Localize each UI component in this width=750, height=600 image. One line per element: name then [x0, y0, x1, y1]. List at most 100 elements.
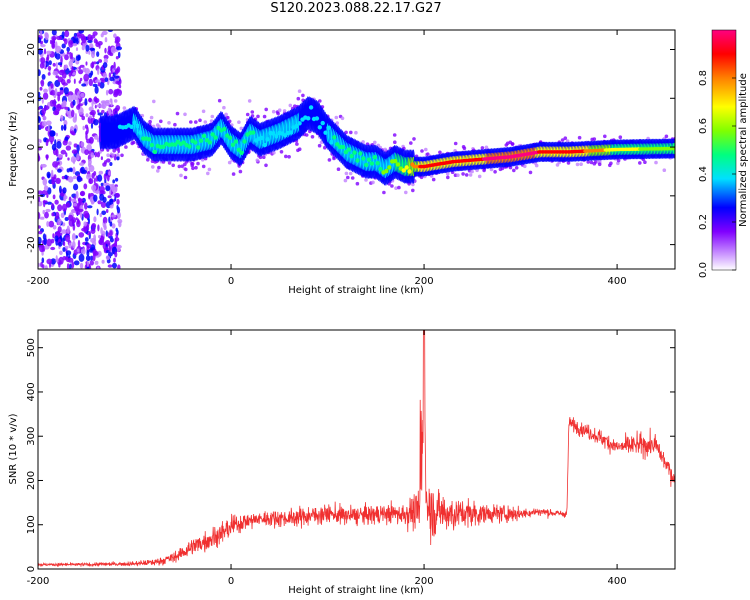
heatmap-cell	[493, 170, 497, 174]
heatmap-cell	[113, 99, 118, 103]
heatmap-cell	[72, 99, 76, 106]
y-tick-label: -20	[26, 236, 37, 252]
heatmap-peak-cell	[369, 161, 375, 166]
heatmap-cell	[262, 155, 266, 159]
heatmap-cell	[93, 216, 97, 223]
heatmap-cell	[67, 257, 74, 263]
spectrogram-x-axis-label: Height of straight line (km)	[288, 285, 424, 296]
heatmap-cell	[88, 192, 91, 200]
heatmap-cell	[279, 150, 284, 154]
heatmap-cell	[70, 156, 77, 163]
heatmap-peak-cell	[306, 116, 311, 121]
heatmap-cell	[662, 168, 667, 172]
heatmap-peak-cell	[213, 135, 218, 140]
heatmap-peak-cell	[149, 142, 155, 148]
heatmap-cell	[85, 132, 88, 141]
heatmap-cell	[40, 163, 47, 168]
heatmap-cell	[99, 81, 105, 89]
heatmap-cell	[51, 169, 54, 176]
heatmap-cell	[109, 237, 114, 243]
heatmap-cell	[84, 213, 89, 219]
heatmap-cell	[88, 158, 92, 166]
heatmap-cell	[73, 260, 80, 266]
colorbar-tick-label: 0.0	[698, 262, 709, 278]
heatmap-cell	[346, 175, 350, 180]
snr-y-axis-label: SNR (10 * v/v)	[8, 413, 19, 484]
heatmap-cell	[64, 217, 69, 221]
heatmap-cell	[86, 261, 89, 268]
heatmap-cell	[87, 40, 93, 44]
heatmap-cell	[350, 176, 355, 180]
heatmap-peak-cell	[326, 125, 331, 130]
heatmap-cell	[560, 138, 565, 142]
heatmap-cell	[75, 190, 79, 199]
heatmap-peak-cell	[233, 139, 239, 144]
spectrogram-y-axis-label: Frequency (Hz)	[8, 111, 19, 187]
heatmap-peak-cell	[314, 116, 320, 121]
heatmap-cell	[114, 186, 118, 192]
heatmap-cell	[99, 213, 103, 218]
heatmap-cell	[93, 119, 99, 126]
heatmap-cell	[64, 54, 69, 61]
y-tick-label: 20	[26, 43, 37, 56]
heatmap-cell	[57, 154, 64, 158]
heatmap-cell	[354, 130, 358, 135]
heatmap-peak-cell	[193, 140, 198, 145]
heatmap-cell	[105, 89, 109, 96]
heatmap-cell	[78, 80, 82, 84]
x-tick-label: -200	[27, 576, 50, 587]
heatmap-cell	[60, 124, 64, 131]
heatmap-cell	[344, 171, 349, 176]
heatmap-cell	[67, 176, 74, 183]
heatmap-cell	[55, 148, 59, 157]
heatmap-cell	[41, 108, 46, 115]
heatmap-cell	[50, 246, 56, 251]
heatmap-cell	[297, 89, 302, 93]
colorbar-tick-label: 0.8	[698, 70, 709, 86]
heatmap-cell	[71, 261, 75, 269]
y-tick-label: 300	[26, 427, 37, 446]
heatmap-cell	[111, 153, 115, 157]
heatmap-peak-cell	[187, 144, 192, 149]
heatmap-cell	[78, 69, 84, 75]
heatmap-cell	[103, 54, 109, 60]
heatmap-cell	[78, 30, 85, 34]
heatmap-cell	[42, 92, 49, 100]
heatmap-cell	[514, 166, 519, 170]
heatmap-peak-cell	[335, 142, 340, 147]
heatmap-cell	[39, 62, 45, 69]
y-tick-label: 500	[26, 338, 37, 357]
heatmap-cell	[91, 200, 94, 205]
heatmap-cell	[112, 179, 116, 184]
heatmap-cell	[336, 167, 341, 171]
heatmap-cell	[349, 130, 353, 135]
heatmap-cell	[101, 109, 105, 114]
heatmap-cell	[61, 71, 67, 79]
y-tick-label: 200	[26, 471, 37, 490]
heatmap-cell	[310, 135, 315, 139]
heatmap-cell	[116, 211, 121, 220]
heatmap-cell	[51, 202, 54, 210]
heatmap-cell	[105, 209, 109, 213]
heatmap-cell	[264, 163, 268, 168]
colorbar-tick-label: 0.4	[698, 166, 709, 182]
heatmap-peak-cell	[230, 142, 236, 147]
heatmap-cell	[44, 211, 49, 219]
heatmap-cell	[57, 76, 64, 83]
heatmap-cell	[79, 64, 85, 68]
heatmap-cell	[79, 262, 84, 269]
heatmap-cell	[348, 171, 353, 176]
heatmap-cell	[109, 162, 113, 166]
heatmap-cell	[101, 210, 107, 216]
heatmap-cell	[38, 196, 41, 202]
heatmap-cell	[63, 87, 69, 95]
heatmap-cell	[237, 120, 241, 124]
heatmap-cell	[42, 178, 48, 186]
heatmap-cell	[100, 201, 107, 209]
spectrogram-frame	[37, 29, 676, 270]
heatmap-peak-cell	[274, 134, 279, 139]
snr-frame	[37, 329, 676, 570]
heatmap-cell	[117, 51, 121, 59]
heatmap-cell	[89, 260, 95, 266]
